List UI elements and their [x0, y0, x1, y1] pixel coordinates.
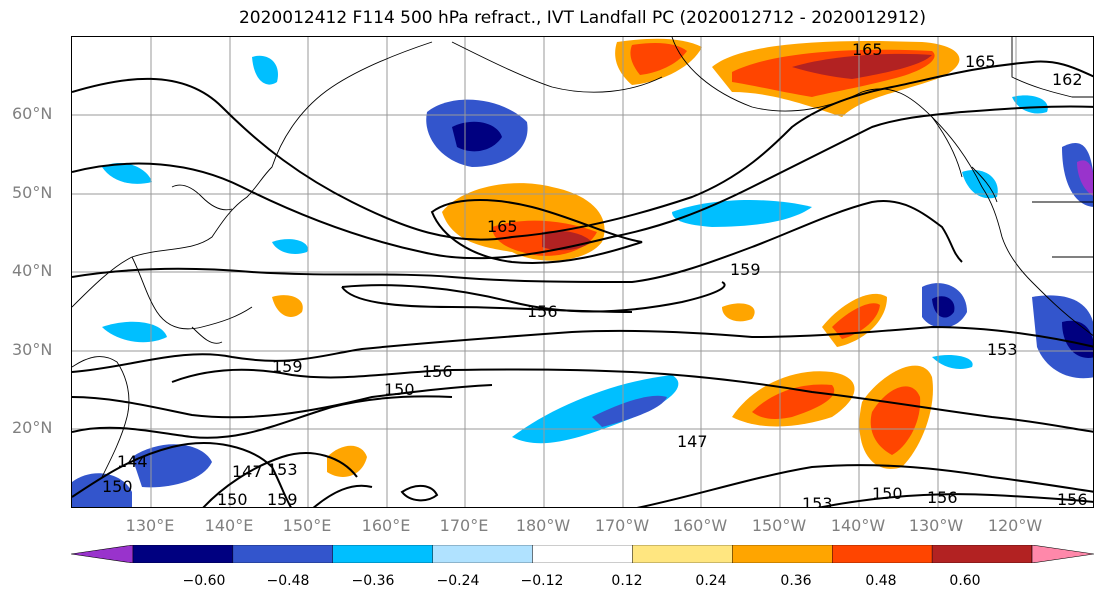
contour-label: 150: [102, 477, 133, 496]
contour-label: 153: [987, 340, 1018, 359]
colorbar-swatch: [532, 545, 633, 563]
lon-label: 120°W: [987, 516, 1043, 535]
lat-label-40n: 40°N: [12, 261, 53, 280]
contour-label: 156: [527, 302, 558, 321]
colorbar-swatch: [71, 545, 134, 563]
colorbar: [71, 545, 1094, 563]
contour-label: 156: [422, 362, 453, 381]
map-title: 2020012412 F114 500 hPa refract., IVT La…: [238, 8, 926, 28]
contour-label: 147: [232, 462, 263, 481]
contour-label: 153: [267, 460, 298, 479]
colorbar-tick: −0.24: [436, 573, 480, 589]
lat-label-50n: 50°N: [12, 183, 53, 202]
lat-label-60n: 60°N: [12, 104, 53, 123]
lon-label: 170°W: [594, 516, 650, 535]
lon-label: 140°W: [830, 516, 886, 535]
contour-label: 159: [272, 357, 303, 376]
contour-label: 150: [384, 380, 415, 399]
shading-layer: [72, 38, 1093, 507]
lon-label: 140°E: [204, 516, 254, 535]
colorbar-swatch: [632, 545, 733, 563]
colorbar-tick: −0.48: [266, 573, 310, 589]
contour-label: 156: [927, 488, 958, 507]
contour-label: 165: [965, 52, 996, 71]
lon-label: 150°W: [751, 516, 807, 535]
colorbar-tick: 0.36: [780, 573, 812, 589]
colorbar-swatch: [1031, 545, 1094, 563]
colorbar-tick: −0.60: [182, 573, 226, 589]
colorbar-tick: −0.12: [520, 573, 564, 589]
contour-label: 150: [217, 490, 248, 508]
contour-label: 144: [117, 452, 148, 471]
map-panel: 165 165 162 165 159 156 159 156 150 153 …: [71, 36, 1094, 508]
contour-label: 150: [872, 484, 903, 503]
lon-label: 180°W: [515, 516, 571, 535]
colorbar-tick: −0.36: [351, 573, 395, 589]
contour-label: 153: [802, 494, 833, 508]
contour-label: 147: [677, 432, 708, 451]
colorbar-tick: 0.12: [611, 573, 643, 589]
colorbar-tick: 0.60: [949, 573, 981, 589]
cool-region-sw: [132, 444, 212, 488]
cool-band-subtropical: [512, 375, 679, 444]
colorbar-swatch: [332, 545, 433, 563]
lon-label: 160°W: [672, 516, 728, 535]
contour-label: 165: [852, 40, 883, 59]
contour-label: 156: [1057, 490, 1088, 508]
lon-label: 150°E: [282, 516, 332, 535]
map-canvas: 165 165 162 165 159 156 159 156 150 153 …: [72, 37, 1093, 508]
colorbar-swatch: [832, 545, 933, 563]
graticule: [72, 37, 1093, 507]
colorbar-swatch: [931, 545, 1033, 563]
contour-label: 165: [487, 217, 518, 236]
contour-label: 162: [1052, 70, 1083, 89]
colorbar-tick: 0.24: [695, 573, 727, 589]
colorbar-swatch: [232, 545, 333, 563]
colorbar-swatch: [432, 545, 533, 563]
coastlines: [72, 37, 1093, 478]
lat-label-20n: 20°N: [12, 418, 53, 437]
cool-region-coast: [1032, 295, 1093, 379]
colorbar-tick: 0.48: [865, 573, 897, 589]
colorbar-swatch: [132, 545, 234, 563]
lon-label: 130°E: [125, 516, 175, 535]
contour-labels: 165 165 162 165 159 156 159 156 150 153 …: [102, 40, 1088, 508]
lon-label: 170°E: [439, 516, 489, 535]
contour-label: 159: [730, 260, 761, 279]
lon-label: 130°W: [908, 516, 964, 535]
contour-label: 159: [267, 490, 298, 508]
contours: [72, 60, 1093, 507]
colorbar-swatch: [732, 545, 833, 563]
lat-label-30n: 30°N: [12, 340, 53, 359]
lon-label: 160°E: [361, 516, 411, 535]
